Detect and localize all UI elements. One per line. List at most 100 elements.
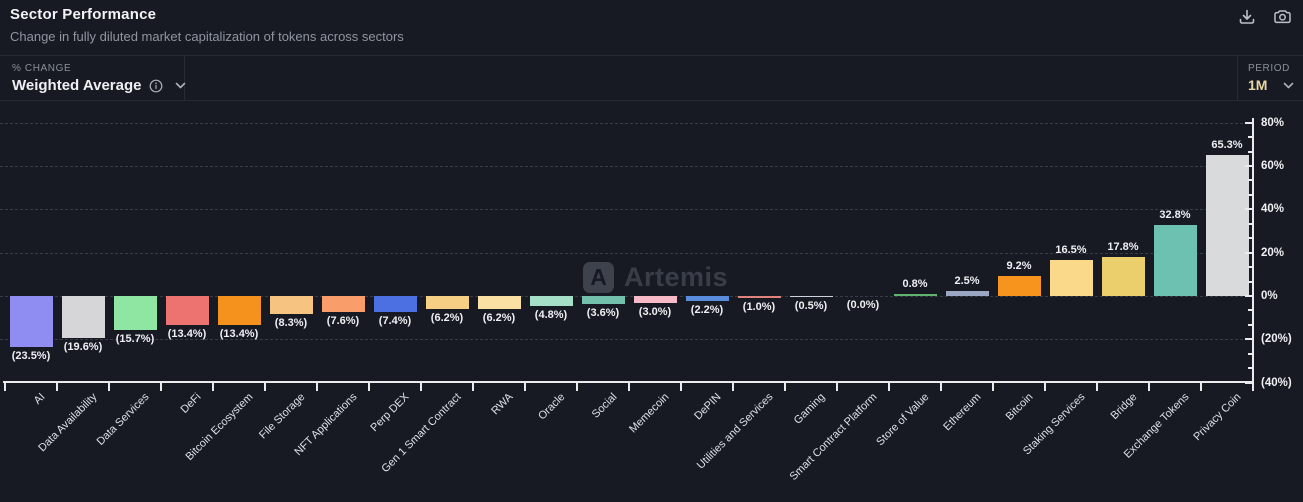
y-axis-minor-tick [1248, 323, 1253, 326]
bar-value-label: (8.3%) [274, 316, 308, 329]
bar-value-label: (19.6%) [63, 341, 103, 354]
chevron-down-icon [175, 82, 186, 89]
bar-file-storage[interactable] [269, 296, 313, 314]
x-axis-tick [1252, 383, 1254, 391]
x-axis-tick [888, 383, 890, 391]
bar-value-label: 17.8% [1107, 241, 1139, 254]
x-axis-tick [316, 383, 318, 391]
y-axis-tick [1245, 295, 1253, 297]
gridline [0, 296, 1253, 297]
y-axis-line [1252, 118, 1254, 384]
bar-value-label: (15.7%) [115, 333, 155, 346]
y-axis-tick [1245, 338, 1253, 341]
period-section: PERIOD 1M [1237, 56, 1303, 100]
x-axis-tick [576, 383, 578, 391]
bar-value-label: (0.5%) [794, 300, 828, 313]
x-axis-tick [1148, 383, 1150, 391]
gridline [0, 339, 1253, 341]
screenshot-button[interactable] [1271, 7, 1293, 29]
bar-store-of-value[interactable] [893, 294, 937, 296]
info-icon[interactable] [149, 79, 163, 93]
bar-value-label: 16.5% [1055, 244, 1087, 257]
y-axis-minor-tick [1248, 352, 1253, 355]
bar-gen-1-smart-contract[interactable] [425, 296, 469, 310]
chevron-down-icon [1283, 82, 1294, 89]
bar-bridge[interactable] [1101, 257, 1145, 296]
header: Sector Performance Change in fully dilut… [0, 0, 1303, 55]
bar-privacy-coin[interactable] [1205, 154, 1249, 296]
x-axis-tick [1096, 383, 1098, 391]
bar-value-label: 2.5% [954, 274, 980, 287]
artemis-logo-icon: A [583, 262, 614, 293]
bar-depin[interactable] [685, 296, 729, 301]
bar-data-services[interactable] [113, 296, 157, 331]
page-subtitle: Change in fully diluted market capitaliz… [10, 29, 404, 44]
x-axis-tick [1044, 383, 1046, 391]
x-axis-tick [992, 383, 994, 391]
gridline [0, 165, 1253, 167]
y-axis-label: 0% [1261, 290, 1278, 302]
chart-canvas: A Artemis (23.5%) AI (19.6%) Data Availabil… [0, 117, 1303, 502]
gridline [0, 252, 1253, 254]
x-axis-tick [628, 383, 630, 391]
page-title: Sector Performance [10, 6, 157, 23]
y-axis-label: 60% [1261, 159, 1285, 172]
x-axis-tick [1200, 383, 1202, 391]
bar-bitcoin-ecosystem[interactable] [217, 296, 261, 326]
bar-value-label: (7.4%) [378, 315, 412, 328]
metric-dropdown[interactable]: Weighted Average [12, 77, 186, 94]
x-axis-tick [108, 383, 110, 391]
x-axis-tick [368, 383, 370, 391]
y-axis-minor-tick [1248, 179, 1253, 182]
y-axis-minor-tick [1248, 136, 1253, 139]
x-axis-tick [836, 383, 838, 391]
period-dropdown[interactable]: 1M [1248, 77, 1303, 93]
bar-value-label: (4.8%) [534, 309, 568, 322]
x-axis-tick [212, 383, 214, 391]
bar-utilities-and-services[interactable] [737, 296, 781, 299]
bar-defi[interactable] [165, 296, 209, 326]
y-axis-minor-tick [1248, 193, 1253, 196]
bar-ai[interactable] [9, 296, 53, 347]
controls-bar: % CHANGE Weighted Average PERIOD 1M [0, 55, 1303, 101]
y-axis-minor-tick [1248, 309, 1253, 312]
download-button[interactable] [1236, 7, 1258, 29]
metric-section: % CHANGE Weighted Average [0, 56, 186, 100]
x-axis-tick [472, 383, 474, 391]
y-axis-tick [1245, 251, 1253, 254]
period-label: PERIOD [1248, 63, 1290, 74]
bar-data-availability[interactable] [61, 296, 105, 339]
x-axis-tick [264, 383, 266, 391]
bar-bitcoin[interactable] [997, 276, 1041, 296]
bar-rwa[interactable] [477, 296, 521, 310]
y-axis-minor-tick [1248, 222, 1253, 225]
bar-value-label: (2.2%) [690, 303, 724, 316]
bar-nft-applications[interactable] [321, 296, 365, 313]
download-icon [1238, 8, 1256, 29]
bar-oracle[interactable] [529, 296, 573, 307]
x-axis-tick [420, 383, 422, 391]
header-actions [1236, 7, 1293, 29]
bar-value-label: (3.6%) [586, 306, 620, 319]
y-axis-tick [1245, 208, 1253, 211]
bar-ethereum[interactable] [945, 290, 989, 296]
metric-value: Weighted Average [12, 77, 142, 94]
bar-value-label: (23.5%) [11, 349, 51, 362]
x-axis-tick [160, 383, 162, 391]
y-axis-label: (40%) [1261, 376, 1292, 389]
bar-value-label: (6.2%) [482, 312, 516, 325]
bar-value-label: 9.2% [1006, 260, 1032, 273]
y-axis-minor-tick [1248, 280, 1253, 283]
bar-social[interactable] [581, 296, 625, 304]
bar-memecoin[interactable] [633, 296, 677, 303]
bar-value-label: 0.8% [902, 278, 928, 291]
bar-staking-services[interactable] [1049, 260, 1093, 296]
bar-perp-dex[interactable] [373, 296, 417, 313]
y-axis-tick [1245, 164, 1253, 167]
bar-exchange-tokens[interactable] [1153, 224, 1197, 296]
bar-value-label: (7.6%) [326, 315, 360, 328]
bar-gaming[interactable] [789, 296, 833, 298]
bar-value-label: (6.2%) [430, 312, 464, 325]
x-axis-tick [940, 383, 942, 391]
